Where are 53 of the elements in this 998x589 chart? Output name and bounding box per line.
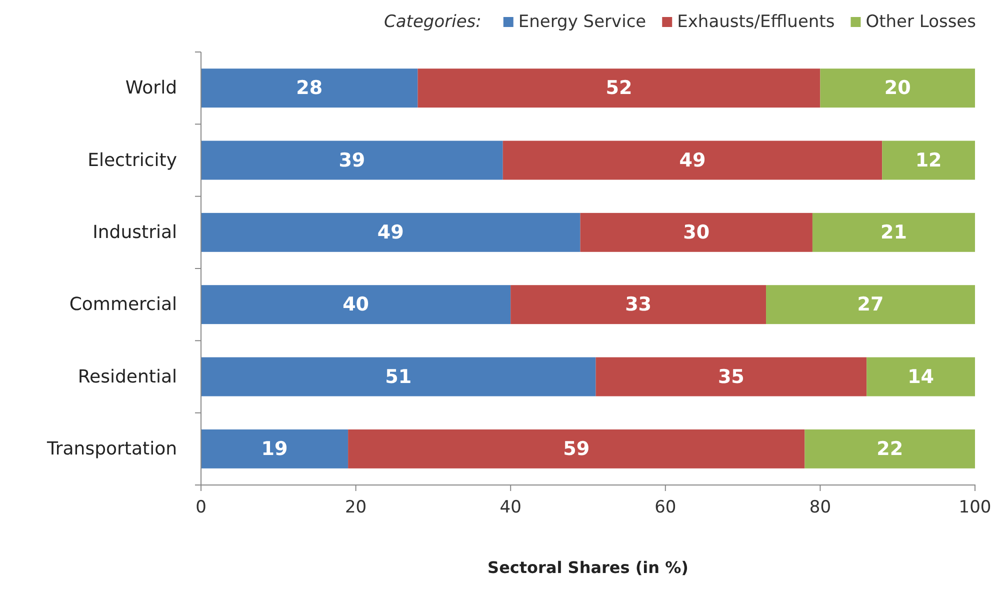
bar xyxy=(201,429,348,468)
data-label: 22 xyxy=(876,438,904,460)
data-label: 51 xyxy=(385,366,412,388)
legend-label: Energy Service xyxy=(518,12,646,32)
y-tick-label: Electricity xyxy=(88,150,178,171)
data-label: 27 xyxy=(857,294,884,316)
bar xyxy=(510,285,766,324)
bar xyxy=(766,285,975,324)
bar xyxy=(201,140,503,180)
x-tick-label: 0 xyxy=(196,498,206,518)
bar xyxy=(882,140,975,180)
legend-label: Other Losses xyxy=(866,12,976,32)
data-label: 35 xyxy=(718,366,744,388)
data-label: 39 xyxy=(338,149,366,172)
bar xyxy=(812,212,975,252)
bar xyxy=(201,285,511,324)
bar xyxy=(201,357,596,396)
data-label: 52 xyxy=(606,77,632,100)
legend-title: Categories: xyxy=(384,12,482,32)
y-tick-label: Residential xyxy=(78,366,177,388)
y-tick-label: Industrial xyxy=(92,222,177,243)
x-tick-label: 40 xyxy=(500,498,522,518)
data-label: 59 xyxy=(563,438,590,460)
x-tick-label: 60 xyxy=(654,498,676,518)
bar xyxy=(804,429,975,468)
data-label: 33 xyxy=(625,294,652,316)
y-tick-label: Transportation xyxy=(46,438,177,460)
bar xyxy=(596,357,867,396)
data-label: 12 xyxy=(915,149,942,172)
x-tick-label: 20 xyxy=(344,498,367,518)
data-label: 49 xyxy=(377,221,404,244)
bar xyxy=(820,68,975,108)
x-tick-label: 100 xyxy=(958,498,992,518)
data-label: 30 xyxy=(683,221,710,244)
data-label: 40 xyxy=(342,294,370,316)
x-axis-title: Sectoral Shares (in %) xyxy=(488,558,688,577)
data-label: 28 xyxy=(296,77,323,100)
bar xyxy=(580,212,812,252)
bar xyxy=(201,68,418,108)
bar xyxy=(866,357,975,396)
bar xyxy=(502,140,882,180)
bar xyxy=(201,212,580,252)
bar xyxy=(348,429,805,468)
y-tick-label: Commercial xyxy=(69,294,177,316)
data-label: 14 xyxy=(908,366,934,388)
data-label: 19 xyxy=(261,438,288,460)
legend-label: Exhausts/Effluents xyxy=(677,12,835,32)
bar xyxy=(418,68,820,108)
data-label: 21 xyxy=(880,221,907,244)
y-tick-label: World xyxy=(125,78,177,99)
data-label: 20 xyxy=(884,77,911,100)
data-label: 49 xyxy=(679,149,706,172)
x-tick-label: 80 xyxy=(809,498,832,518)
